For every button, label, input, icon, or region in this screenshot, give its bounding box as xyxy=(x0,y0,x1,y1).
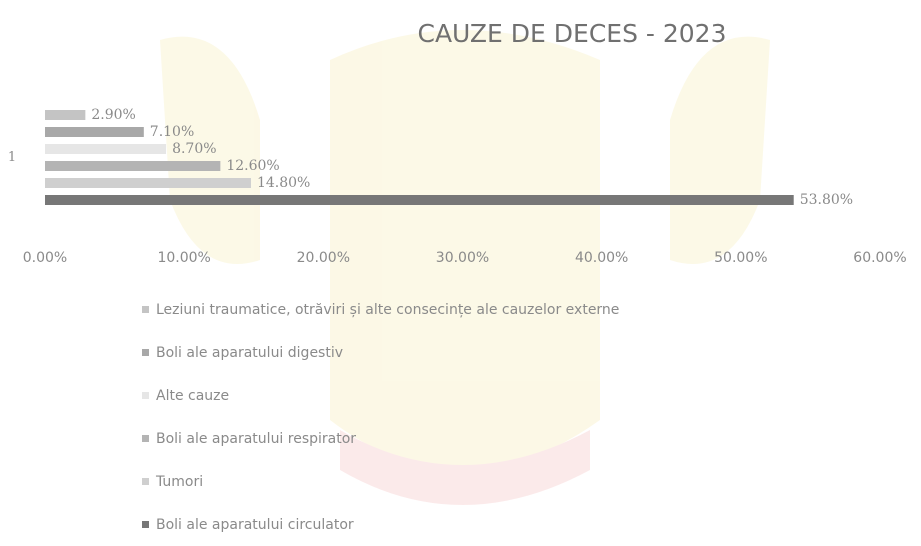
x-tick-label: 60.00% xyxy=(853,250,906,266)
x-tick-label: 20.00% xyxy=(297,250,350,266)
legend-swatch xyxy=(142,478,149,485)
value-label: 53.80% xyxy=(800,192,853,208)
bar xyxy=(45,195,794,205)
x-tick-label: 10.00% xyxy=(157,250,210,266)
legend-label: Leziuni traumatice, otrăviri și alte con… xyxy=(156,302,619,318)
legend-swatch xyxy=(142,435,149,442)
bar xyxy=(45,127,144,137)
value-label: 14.80% xyxy=(257,175,310,191)
x-tick-label: 30.00% xyxy=(436,250,489,266)
crest-ribbon xyxy=(340,430,590,505)
bar xyxy=(45,161,221,171)
value-label: 2.90% xyxy=(91,107,135,123)
lion-right xyxy=(670,36,770,264)
watermark xyxy=(160,30,770,505)
legend-swatch xyxy=(142,521,149,528)
legend-label: Boli ale aparatului digestiv xyxy=(156,345,343,361)
value-label: 7.10% xyxy=(150,124,194,140)
x-tick-label: 50.00% xyxy=(714,250,767,266)
y-tick-label: 1 xyxy=(8,150,16,165)
chart-title: CAUZE DE DECES - 2023 xyxy=(418,19,727,48)
x-tick-label: 0.00% xyxy=(23,250,67,266)
legend-swatch xyxy=(142,306,149,313)
bar xyxy=(45,110,86,120)
legend-label: Boli ale aparatului circulator xyxy=(156,517,354,533)
crest-shape xyxy=(330,30,600,470)
legend-label: Boli ale aparatului respirator xyxy=(156,431,356,447)
x-tick-label: 40.00% xyxy=(575,250,628,266)
lion-left xyxy=(160,36,260,264)
bar xyxy=(45,144,167,154)
bar xyxy=(45,178,251,188)
legend-label: Tumori xyxy=(155,474,203,490)
legend-swatch xyxy=(142,349,149,356)
value-label: 8.70% xyxy=(172,141,216,157)
value-label: 12.60% xyxy=(226,158,279,174)
legend-swatch xyxy=(142,392,149,399)
legend-label: Alte cauze xyxy=(156,388,229,404)
